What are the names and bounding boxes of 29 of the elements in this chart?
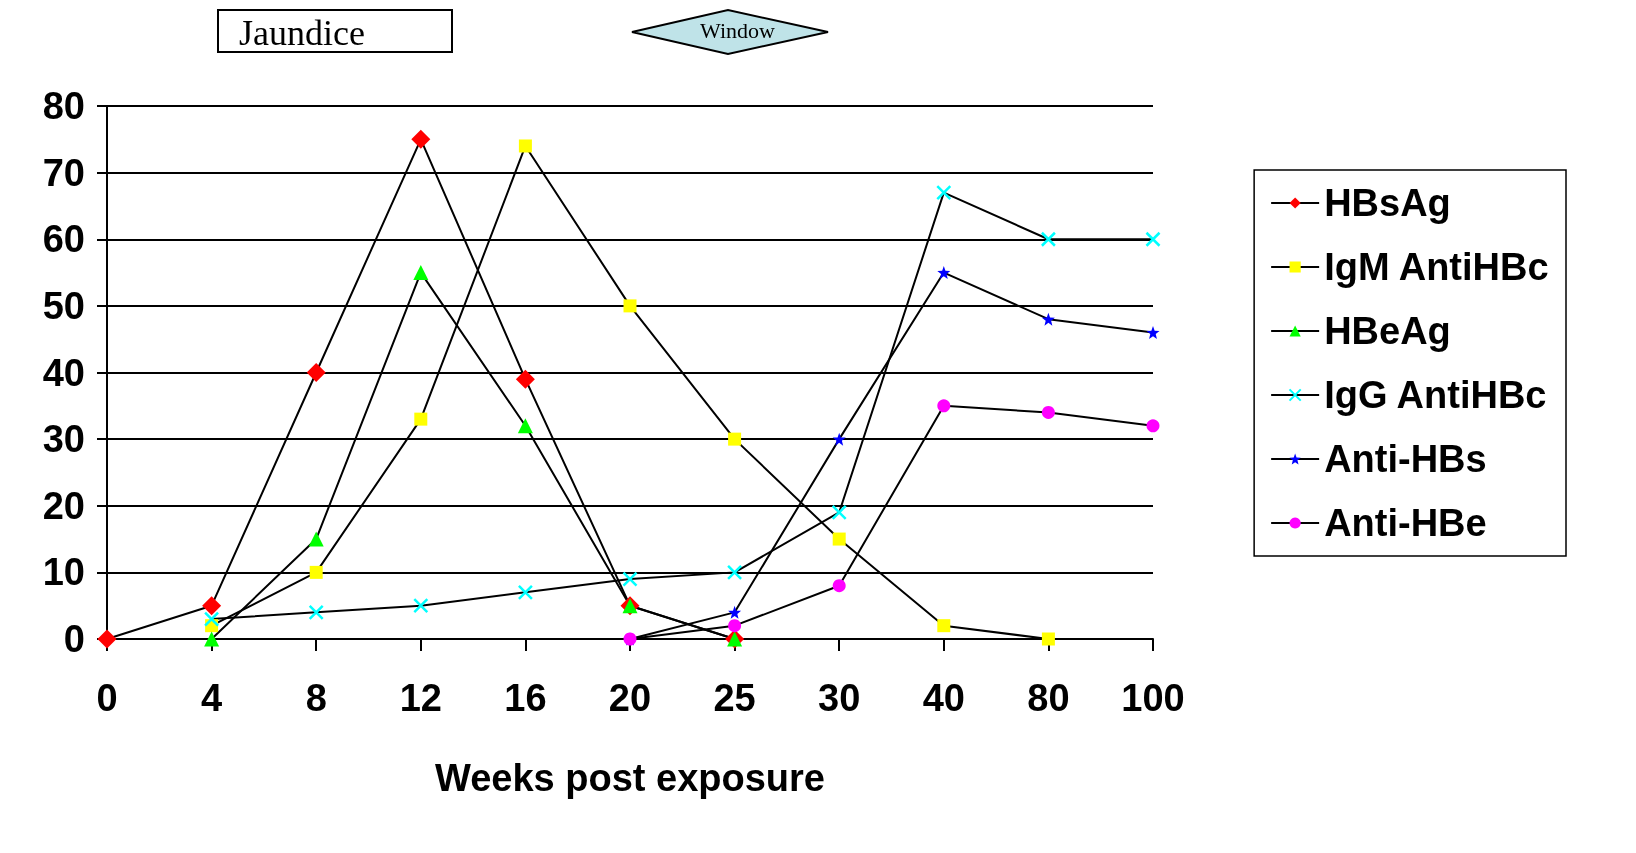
y-tick-label: 0 (63, 618, 85, 660)
x-tick-label: 4 (201, 677, 223, 719)
x-tick-label: 0 (96, 677, 118, 719)
x-axis-title: Weeks post exposure (434, 757, 826, 799)
x-tick-label: 25 (713, 677, 756, 719)
legend-label: HBsAg (1324, 182, 1451, 224)
legend-label: IgM AntiHBc (1324, 246, 1549, 288)
y-tick-label: 30 (42, 418, 85, 461)
legend-label: Anti-HBs (1324, 438, 1487, 480)
y-tick-label: 20 (42, 484, 85, 527)
text: Jaundice (217, 9, 453, 53)
legend-label: IgG AntiHBc (1324, 374, 1547, 416)
x-tick-label: 30 (818, 677, 861, 719)
y-tick-label: 10 (42, 551, 85, 594)
x-tick-label: 20 (608, 677, 652, 719)
x-tick-label: 8 (305, 677, 327, 719)
legend-label: Anti-HBe (1324, 502, 1487, 544)
x-tick-label: 16 (504, 677, 547, 719)
x-tick-label: 100 (1121, 677, 1185, 719)
y-tick-label: 60 (42, 218, 85, 261)
y-tick-label: 50 (42, 284, 85, 327)
text: Window (700, 17, 775, 45)
y-tick-label: 40 (42, 351, 85, 394)
x-tick-label: 80 (1027, 677, 1070, 719)
legend-label: HBeAg (1324, 310, 1451, 352)
y-tick-label: 80 (42, 85, 85, 127)
y-tick-label: 70 (42, 151, 85, 194)
x-tick-label: 12 (399, 677, 442, 719)
x-tick-label: 40 (922, 677, 965, 719)
